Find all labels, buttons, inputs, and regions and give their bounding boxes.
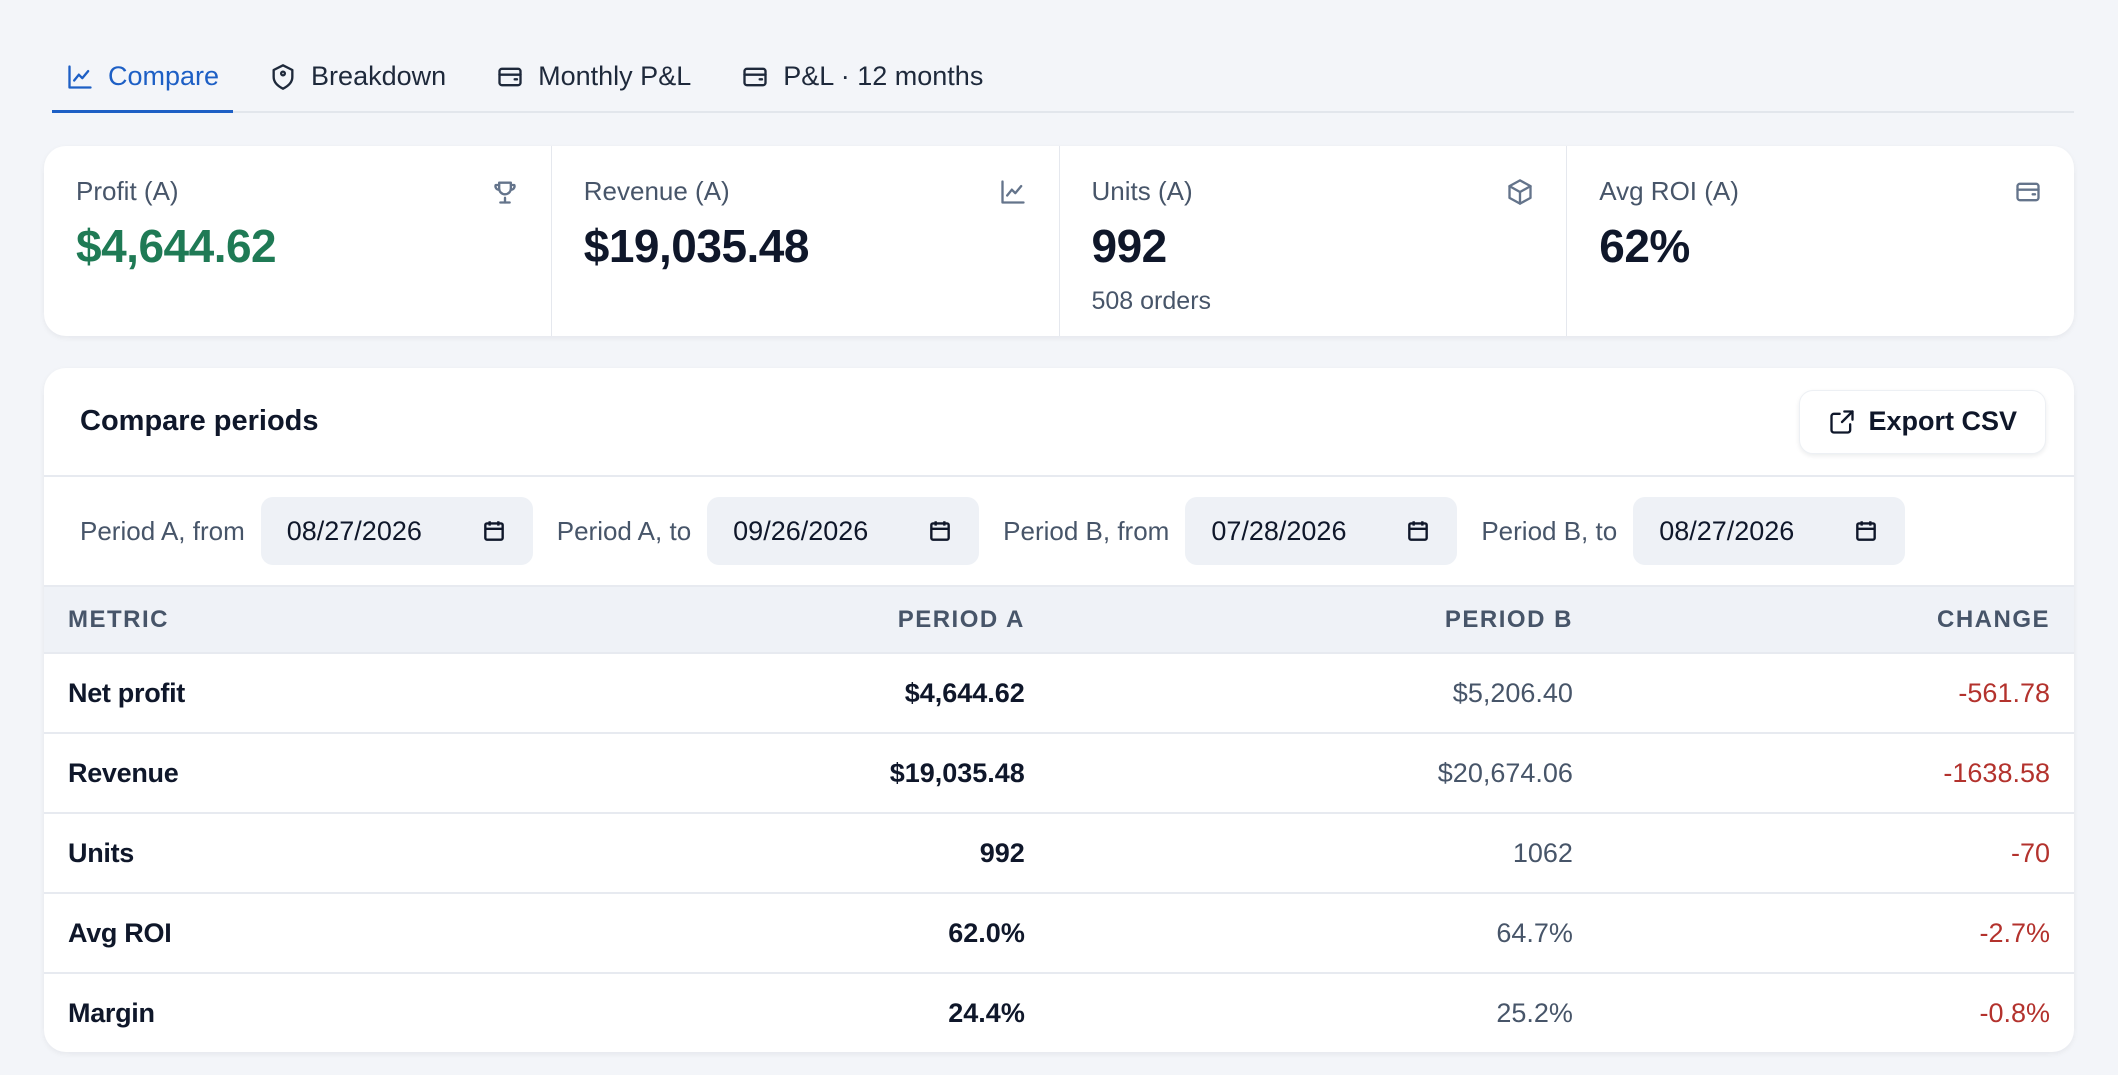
tab-label: Monthly P&L [538,61,692,91]
column-header-change: CHANGE [1936,605,2050,633]
trophy-icon [494,181,516,204]
period-b-cell: 64.7% [1496,917,1573,948]
period-b-to-label: Period B, to [1481,515,1618,546]
kpi-units: Units (A) 992 508 orders [1060,146,1568,336]
wallet-icon [498,67,522,86]
tab-pl-12-months[interactable]: P&L · 12 months [727,42,997,111]
line-chart-icon [68,64,92,89]
period-a-to-label: Period A, to [556,515,692,546]
tab-bar: Compare Breakdown Monthly P&L P&L · 12 m… [52,44,2074,113]
kpi-label: Revenue (A) [583,176,730,206]
period-b-cell: $20,674.06 [1437,757,1573,788]
column-header-metric: METRIC [68,605,169,633]
tab-label: Compare [108,61,220,91]
tag-icon [272,63,294,90]
date-value: 07/28/2026 [1211,515,1347,546]
calendar-icon[interactable] [481,518,507,544]
change-cell: -1638.58 [1943,757,2050,788]
wallet-icon [2016,182,2040,202]
date-value: 08/27/2026 [1659,515,1795,546]
comparison-table: METRIC PERIOD A PERIOD B CHANGE Net prof… [44,587,2074,1052]
period-a-cell: $19,035.48 [889,757,1025,788]
kpi-value: $4,644.62 [76,220,277,272]
table-row: Net profit $4,644.62 $5,206.40 -561.78 [44,653,2074,733]
calendar-icon[interactable] [1853,518,1879,544]
period-a-cell: 24.4% [948,998,1025,1028]
period-a-to-input[interactable]: 09/26/2026 [707,497,980,565]
line-chart-icon [1000,180,1025,204]
kpi-avg-roi: Avg ROI (A) 62% [1567,146,2074,336]
column-header-period-a: PERIOD A [897,605,1025,633]
kpi-value: 62% [1599,220,1690,272]
date-value: 09/26/2026 [733,515,869,546]
table-row: Revenue $19,035.48 $20,674.06 -1638.58 [44,733,2074,813]
period-a-cell: $4,644.62 [904,677,1025,708]
box-icon [1508,179,1532,205]
kpi-orders-count: 508 orders [1091,287,1212,315]
wallet-icon [743,67,767,86]
metric-cell: Avg ROI [68,917,172,948]
calendar-icon[interactable] [1405,518,1431,544]
kpi-revenue: Revenue (A) $19,035.48 [552,146,1060,336]
tab-label: P&L · 12 months [783,61,984,91]
table-row: Margin 24.4% 25.2% -0.8% [44,973,2074,1052]
period-b-cell: $5,206.40 [1452,677,1573,708]
tab-monthly-pl[interactable]: Monthly P&L [482,42,705,111]
panel-header: Compare periods Export CSV [44,368,2074,477]
period-b-to-input[interactable]: 08/27/2026 [1633,497,1906,565]
metric-cell: Margin [68,998,155,1028]
kpi-value: $19,035.48 [583,220,810,272]
change-cell: -0.8% [1979,998,2050,1028]
kpi-label: Profit (A) [76,176,179,206]
kpi-profit: Profit (A) $4,644.62 [44,146,552,336]
table-row: Avg ROI 62.0% 64.7% -2.7% [44,893,2074,973]
metric-cell: Units [68,837,135,868]
change-cell: -70 [2010,837,2050,868]
kpi-summary: Profit (A) $4,644.62 Revenue (A) $19,035… [44,146,2074,336]
period-filters: Period A, from 08/27/2026 Period A, to 0… [44,477,2074,587]
calendar-icon[interactable] [927,518,953,544]
kpi-label: Units (A) [1091,176,1193,206]
period-a-from-label: Period A, from [80,515,245,546]
period-b-cell: 1062 [1512,837,1573,868]
table-row: Units 992 1062 -70 [44,813,2074,893]
period-a-cell: 62.0% [948,917,1025,948]
period-a-from-input[interactable]: 08/27/2026 [260,497,533,565]
change-cell: -561.78 [1958,677,2050,708]
panel-title: Compare periods [80,405,319,437]
metric-cell: Revenue [68,757,179,788]
compare-periods-panel: Compare periods Export CSV Period A, fro… [44,368,2074,1052]
export-csv-button[interactable]: Export CSV [1799,389,2046,454]
tab-label: Breakdown [311,61,447,91]
tab-compare[interactable]: Compare [52,42,234,113]
tab-breakdown[interactable]: Breakdown [255,42,460,111]
period-b-cell: 25.2% [1496,998,1573,1028]
table-header-row: METRIC PERIOD A PERIOD B CHANGE [44,587,2074,653]
period-b-from-input[interactable]: 07/28/2026 [1185,497,1458,565]
metric-cell: Net profit [68,677,185,708]
period-a-cell: 992 [979,837,1025,868]
column-header-period-b: PERIOD B [1444,605,1573,633]
external-link-icon [1830,409,1855,434]
kpi-value: 992 [1091,220,1168,272]
kpi-label: Avg ROI (A) [1599,176,1739,206]
period-b-from-label: Period B, from [1003,515,1170,546]
change-cell: -2.7% [1979,917,2050,948]
export-csv-label: Export CSV [1868,406,2017,436]
date-value: 08/27/2026 [286,515,422,546]
